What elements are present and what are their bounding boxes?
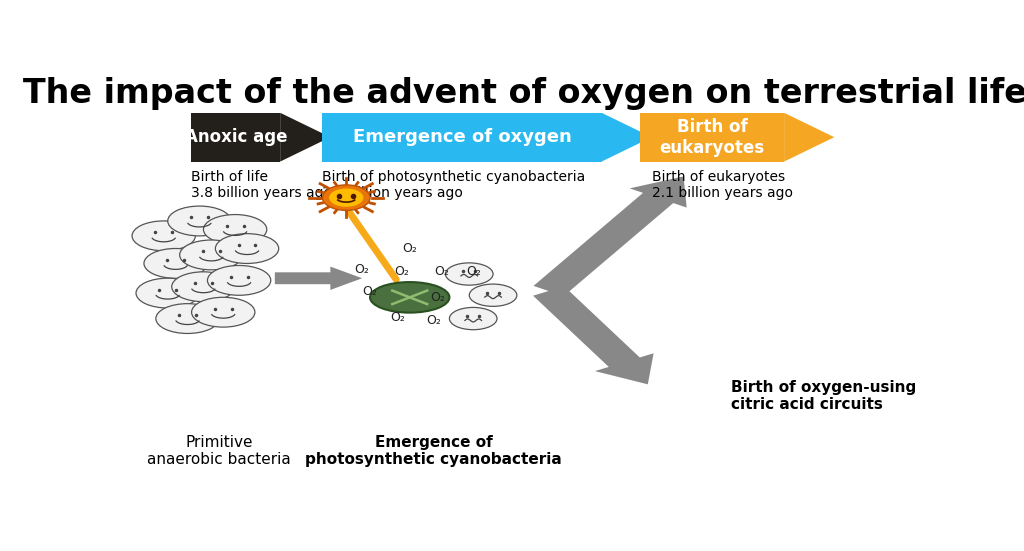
Ellipse shape [370, 282, 450, 312]
Text: Birth of eukaryotes
2.1 billion years ago: Birth of eukaryotes 2.1 billion years ag… [652, 170, 793, 200]
Text: O₂: O₂ [402, 242, 417, 255]
Text: The impact of the advent of oxygen on terrestrial life: The impact of the advent of oxygen on te… [23, 77, 1024, 110]
Text: O₂: O₂ [430, 291, 445, 304]
FancyBboxPatch shape [640, 113, 784, 161]
Text: Birth of life
3.8 billion years ago: Birth of life 3.8 billion years ago [191, 170, 333, 200]
Polygon shape [534, 287, 653, 385]
Ellipse shape [208, 266, 270, 295]
Text: O₂: O₂ [394, 266, 410, 278]
Ellipse shape [179, 240, 243, 270]
Ellipse shape [168, 206, 231, 236]
FancyBboxPatch shape [323, 113, 601, 161]
Ellipse shape [450, 307, 497, 329]
Text: O₂: O₂ [426, 314, 441, 327]
FancyBboxPatch shape [191, 113, 281, 161]
Text: O₂: O₂ [434, 266, 449, 278]
Ellipse shape [445, 263, 494, 285]
Polygon shape [274, 267, 362, 290]
Polygon shape [784, 113, 835, 161]
Text: O₂: O₂ [390, 311, 406, 324]
Text: Primitive
anaerobic bacteria: Primitive anaerobic bacteria [147, 435, 291, 467]
Text: Birth of
eukaryotes: Birth of eukaryotes [659, 118, 765, 156]
Ellipse shape [136, 278, 200, 308]
Ellipse shape [144, 249, 207, 278]
Circle shape [323, 185, 370, 210]
Polygon shape [281, 113, 331, 161]
Circle shape [329, 188, 364, 207]
Ellipse shape [132, 221, 196, 251]
Text: Emergence of
photosynthetic cyanobacteria: Emergence of photosynthetic cyanobacteri… [305, 435, 562, 467]
Text: O₂: O₂ [354, 263, 370, 276]
Text: O₂: O₂ [362, 285, 378, 298]
Ellipse shape [469, 284, 517, 306]
Polygon shape [534, 176, 687, 296]
Polygon shape [601, 113, 651, 161]
Text: Anoxic age: Anoxic age [184, 128, 287, 146]
Ellipse shape [215, 234, 279, 263]
Text: Birth of oxygen-using
citric acid circuits: Birth of oxygen-using citric acid circui… [731, 380, 916, 412]
Ellipse shape [156, 304, 219, 333]
Ellipse shape [172, 272, 236, 301]
Text: Emergence of oxygen: Emergence of oxygen [352, 128, 571, 146]
Text: O₂: O₂ [466, 266, 480, 278]
Ellipse shape [191, 298, 255, 327]
Ellipse shape [204, 214, 267, 245]
Text: Birth of photosynthetic cyanobacteria
3.2 billion years ago: Birth of photosynthetic cyanobacteria 3.… [323, 170, 586, 200]
